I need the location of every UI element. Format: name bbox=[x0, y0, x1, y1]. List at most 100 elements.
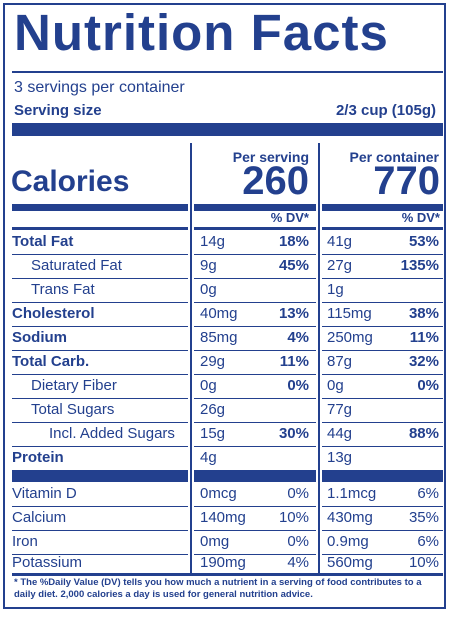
serving-amount: 9g bbox=[200, 257, 217, 274]
serving-dv: 45% bbox=[278, 257, 309, 274]
per-serving-header: Per serving bbox=[232, 149, 309, 165]
serving-dv: 11% bbox=[279, 353, 309, 370]
serving-amount: 40mg bbox=[200, 305, 238, 322]
container-amount: 1.1mcg bbox=[327, 485, 377, 502]
nutrient-name: Total Fat bbox=[12, 233, 74, 250]
container-dv: 135% bbox=[400, 257, 439, 274]
serving-amount: 15g bbox=[200, 425, 226, 442]
container-amount: 87g bbox=[327, 353, 353, 370]
serving-amount: 0g bbox=[200, 281, 217, 298]
dv-rule-serving bbox=[194, 227, 316, 230]
container-dv: 11% bbox=[409, 329, 439, 346]
container-amount: 0g bbox=[327, 377, 344, 394]
nutrient-name: Sodium bbox=[12, 329, 67, 346]
nutrient-name: Trans Fat bbox=[31, 281, 95, 298]
nutrient-row-total-fat: Total Fat 14g 18% 41g 53% bbox=[5, 230, 444, 255]
serving-dv: 0% bbox=[287, 485, 309, 502]
title-rule bbox=[12, 71, 443, 73]
nutrient-name: Total Carb. bbox=[12, 353, 90, 370]
serving-dv: 13% bbox=[278, 305, 309, 322]
thick-rule-top bbox=[12, 123, 443, 136]
calories-rule-label bbox=[12, 204, 188, 211]
nutrient-row-cholesterol: Cholesterol 40mg 13% 115mg 38% bbox=[5, 302, 444, 327]
nutrient-name: Cholesterol bbox=[12, 305, 95, 322]
container-amount: 44g bbox=[327, 425, 353, 442]
serving-dv: 0% bbox=[287, 533, 309, 550]
serving-amount: 29g bbox=[200, 353, 226, 370]
dv-rule-container bbox=[322, 227, 443, 230]
nutrient-row-trans-fat: Trans Fat 0g 1g bbox=[5, 278, 444, 303]
container-dv: 53% bbox=[408, 233, 439, 250]
serving-amount: 190mg bbox=[200, 554, 246, 571]
serving-dv: 30% bbox=[278, 425, 309, 442]
column-divider-serving bbox=[190, 143, 192, 575]
nutrient-row-sodium: Sodium 85mg 4% 250mg 11% bbox=[5, 326, 444, 351]
container-amount: 115mg bbox=[327, 305, 372, 322]
serving-amount: 0g bbox=[200, 377, 217, 394]
container-amount: 77g bbox=[327, 401, 353, 418]
container-amount: 560mg bbox=[327, 554, 373, 571]
container-amount: 430mg bbox=[327, 509, 373, 526]
container-dv: 6% bbox=[417, 485, 439, 502]
calories-rule-container bbox=[322, 204, 443, 211]
vitamin-row-potassium: Potassium 190mg 4% 560mg 10% bbox=[5, 551, 444, 575]
vitamin-row-vitamin-d: Vitamin D 0mcg 0% 1.1mcg 6% bbox=[5, 482, 444, 507]
serving-size-label: Serving size bbox=[14, 102, 102, 119]
nutrition-facts-label: Nutrition Facts 3 servings per container… bbox=[3, 3, 446, 609]
container-amount: 0.9mg bbox=[327, 533, 369, 550]
calories-per-container: 770 bbox=[373, 159, 440, 203]
container-dv: 10% bbox=[408, 554, 439, 571]
container-dv: 88% bbox=[408, 425, 439, 442]
serving-dv: 10% bbox=[278, 509, 309, 526]
serving-amount: 4g bbox=[200, 449, 217, 466]
calories-label: Calories bbox=[11, 165, 130, 198]
nutrient-name: Incl. Added Sugars bbox=[49, 425, 175, 442]
nutrient-name: Protein bbox=[12, 449, 64, 466]
nutrient-name: Total Sugars bbox=[31, 401, 115, 418]
serving-dv: 18% bbox=[278, 233, 309, 250]
serving-dv: 4% bbox=[287, 554, 309, 571]
vitamins-rule-serving bbox=[194, 470, 316, 482]
container-amount: 13g bbox=[327, 449, 353, 466]
serving-amount: 0mg bbox=[200, 533, 230, 550]
nutrient-name: Dietary Fiber bbox=[31, 377, 117, 394]
container-dv: 32% bbox=[408, 353, 439, 370]
calories-per-serving: 260 bbox=[242, 159, 309, 203]
serving-amount: 0mcg bbox=[200, 485, 237, 502]
nutrient-row-dietary-fiber: Dietary Fiber 0g 0% 0g 0% bbox=[5, 374, 444, 399]
column-divider-container bbox=[318, 143, 320, 575]
nutrient-name: Saturated Fat bbox=[31, 257, 122, 274]
dv-rule-label bbox=[12, 227, 188, 230]
vitamin-name: Iron bbox=[12, 533, 38, 550]
dv-header-container: % DV* bbox=[401, 210, 440, 225]
serving-dv: 0% bbox=[287, 377, 309, 394]
serving-size-value: 2/3 cup (105g) bbox=[335, 102, 436, 119]
container-dv: 0% bbox=[417, 377, 439, 394]
nutrient-row-total-carb: Total Carb. 29g 11% 87g 32% bbox=[5, 350, 444, 375]
serving-amount: 14g bbox=[200, 233, 226, 250]
servings-per-container: 3 servings per container bbox=[14, 79, 185, 96]
container-amount: 41g bbox=[327, 233, 353, 250]
per-container-header: Per container bbox=[349, 149, 439, 165]
container-dv: 35% bbox=[408, 509, 439, 526]
vitamins-rule-label bbox=[12, 470, 188, 482]
container-amount: 27g bbox=[327, 257, 353, 274]
vitamin-name: Vitamin D bbox=[12, 485, 77, 502]
container-dv: 6% bbox=[417, 533, 439, 550]
calories-rule-serving bbox=[194, 204, 316, 211]
nutrient-row-protein: Protein 4g 13g bbox=[5, 446, 444, 470]
nutrient-row-saturated-fat: Saturated Fat 9g 45% 27g 135% bbox=[5, 254, 444, 279]
serving-amount: 85mg bbox=[200, 329, 238, 346]
footnote: * The %Daily Value (DV) tells you how mu… bbox=[14, 577, 422, 600]
vitamin-row-calcium: Calcium 140mg 10% 430mg 35% bbox=[5, 506, 444, 531]
nutrient-row-added-sugars: Incl. Added Sugars 15g 30% 44g 88% bbox=[5, 422, 444, 447]
vitamins-rule-container bbox=[322, 470, 443, 482]
label-title: Nutrition Facts bbox=[14, 4, 389, 61]
serving-amount: 26g bbox=[200, 401, 226, 418]
nutrient-row-total-sugars: Total Sugars 26g 77g bbox=[5, 398, 444, 423]
container-dv: 38% bbox=[408, 305, 439, 322]
container-amount: 1g bbox=[327, 281, 344, 298]
serving-amount: 140mg bbox=[200, 509, 246, 526]
dv-header-serving: % DV* bbox=[270, 210, 309, 225]
footnote-rule bbox=[12, 573, 443, 576]
